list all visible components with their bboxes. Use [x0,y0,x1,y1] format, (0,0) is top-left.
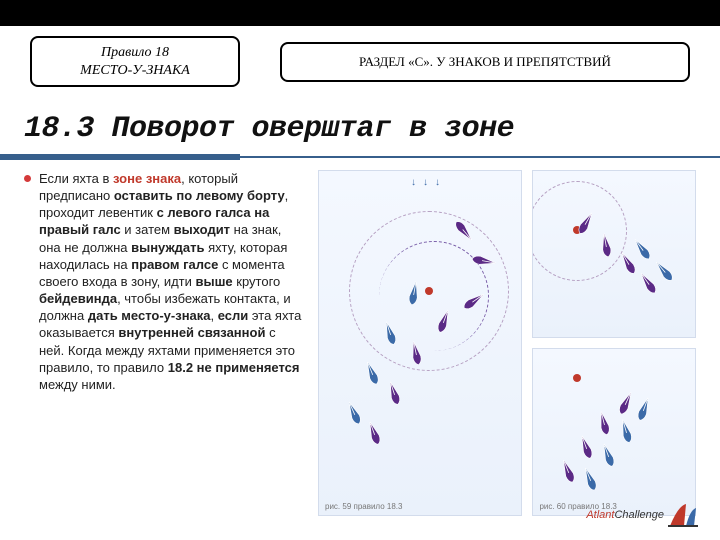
boat-icon [386,380,403,406]
mark-icon [573,374,581,382]
boat-icon [363,360,381,386]
brand-logo: AtlantChallenge [586,502,698,528]
panel-caption-large: рис. 59 правило 18.3 [325,502,402,511]
boat-icon [578,434,596,460]
rule-title-pill: Правило 18 МЕСТО-У-ЗНАКА [30,36,240,87]
diagram-panel-large: рис. 59 правило 18.3 ↓ ↓ ↓ [318,170,522,516]
boat-icon [631,236,653,261]
sail-icon [668,502,698,528]
wind-arrow-icon: ↓ [411,177,416,188]
boat-icon [618,418,634,444]
boat-icon [597,410,613,436]
content-area: Если яхта в зоне знака, который предписа… [24,170,696,516]
boat-icon [618,250,639,276]
section-pill: РАЗДЕЛ «С». У ЗНАКОВ И ПРЕПЯТСТВИЙ [280,42,690,82]
boat-icon [365,420,383,446]
diagram-panel-bottom-right: рис. 60 правило 18.3 [532,348,696,516]
accent-line [0,156,720,158]
body-text: Если яхта в зоне знака, который предписа… [39,170,304,393]
boat-icon [600,442,618,468]
rule-name: МЕСТО-У-ЗНАКА [46,62,224,80]
boat-icon [636,396,654,422]
wind-arrow-icon: ↓ [423,177,428,188]
boat-icon [559,458,577,484]
wind-arrow-icon: ↓ [435,177,440,188]
section-label: РАЗДЕЛ «С». У ЗНАКОВ И ПРЕПЯТСТВИЙ [359,54,611,69]
top-black-bar [0,0,720,26]
bullet-icon [24,175,31,182]
diagram-panel-top-right [532,170,696,338]
brand-text: AtlantChallenge [586,509,664,521]
boat-icon [653,259,676,284]
boat-icon [345,400,364,426]
text-column: Если яхта в зоне знака, который предписа… [24,170,304,516]
section-title: 18.3 Поворот оверштаг в зоне [24,112,514,146]
rule-number: Правило 18 [46,44,224,62]
boat-icon [581,466,599,492]
boat-icon [637,270,659,295]
bullet-item: Если яхта в зоне знака, который предписа… [24,170,304,393]
diagram-column: рис. 59 правило 18.3 ↓ ↓ ↓ рис. 60 правило… [318,170,696,516]
header-row: Правило 18 МЕСТО-У-ЗНАКА РАЗДЕЛ «С». У З… [30,36,690,87]
boat-icon [617,390,636,416]
